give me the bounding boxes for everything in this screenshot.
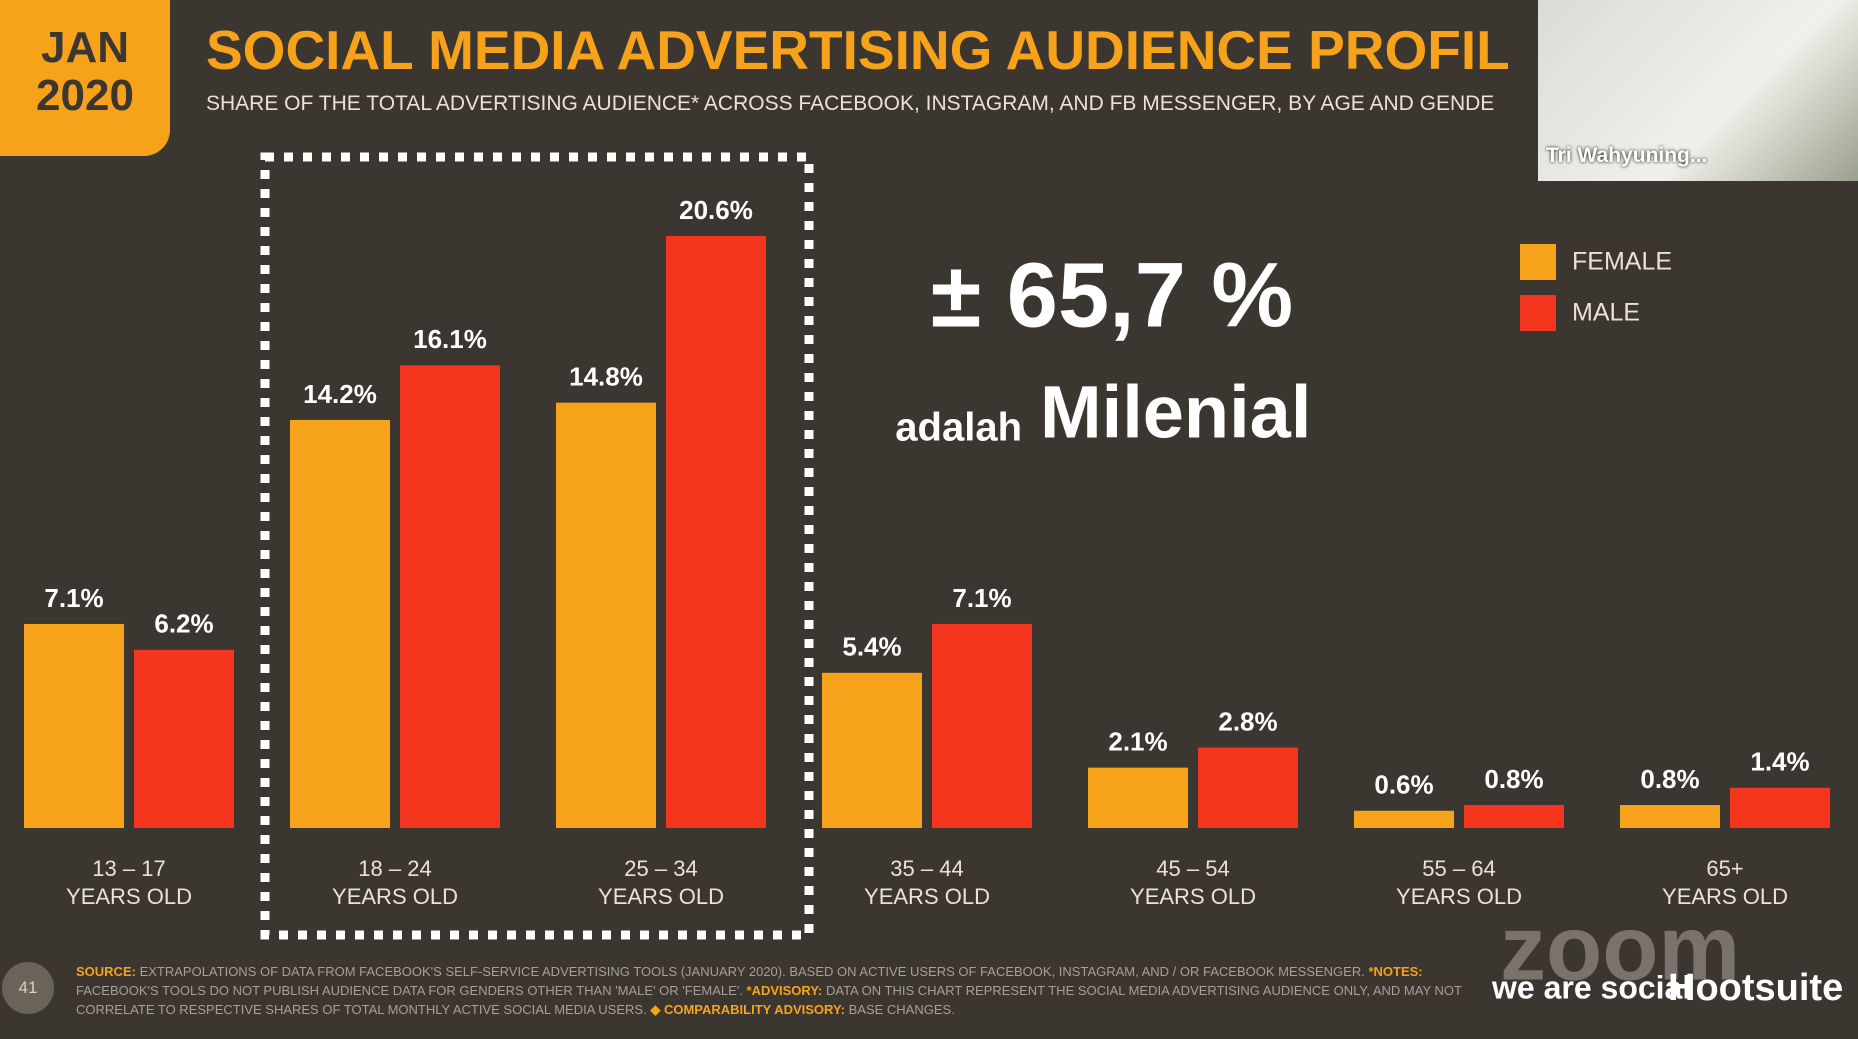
bar	[1464, 805, 1564, 828]
label: *NOTES:	[1368, 964, 1423, 979]
value-label: 6.2%	[154, 609, 213, 639]
legend-label: MALE	[1572, 299, 1640, 327]
x-tick-label: YEARS OLD	[1130, 884, 1256, 909]
text: BASE CHANGES.	[848, 1002, 955, 1017]
participant-name: Tri Wahyuning...	[1546, 144, 1708, 167]
x-tick-label: 65+	[1706, 856, 1743, 881]
text: FACEBOOK'S TOOLS DO NOT PUBLISH AUDIENCE…	[76, 983, 743, 998]
x-tick-label: 13 – 17	[92, 856, 165, 881]
bar	[134, 649, 234, 828]
legend-label: FEMALE	[1572, 248, 1672, 276]
legend-swatch	[1520, 295, 1556, 331]
x-tick-label: YEARS OLD	[1396, 884, 1522, 909]
x-tick-label: 25 – 34	[624, 856, 697, 881]
value-label: 14.8%	[569, 362, 643, 392]
value-label: 0.8%	[1484, 764, 1543, 794]
value-label: 7.1%	[952, 583, 1011, 613]
text: EXTRAPOLATIONS OF DATA FROM FACEBOOK'S S…	[139, 964, 1365, 979]
video-tile	[1538, 0, 1858, 181]
bar	[400, 365, 500, 828]
bar	[290, 419, 390, 828]
annotation: Milenial	[1040, 371, 1311, 454]
logo: we are social	[1491, 969, 1691, 1005]
x-tick-label: YEARS OLD	[66, 884, 192, 909]
text: DATA ON THIS CHART REPRESENT THE SOCIAL …	[76, 983, 1462, 1017]
x-tick-label: YEARS OLD	[332, 884, 458, 909]
date-badge: JAN 2020	[0, 0, 170, 156]
badge-year: 2020	[36, 71, 134, 120]
x-tick-label: YEARS OLD	[864, 884, 990, 909]
value-label: 20.6%	[679, 195, 753, 225]
bar	[666, 236, 766, 828]
footnote: SOURCE: EXTRAPOLATIONS OF DATA FROM FACE…	[76, 962, 1466, 1019]
zoom-watermark: zoom	[1500, 897, 1740, 999]
value-label: 2.1%	[1108, 727, 1167, 757]
bar	[1354, 810, 1454, 828]
legend-swatch	[1520, 244, 1556, 280]
value-label: 7.1%	[44, 583, 103, 613]
x-tick-label: 55 – 64	[1422, 856, 1495, 881]
x-tick-label: YEARS OLD	[598, 884, 724, 909]
x-tick-label: 18 – 24	[358, 856, 431, 881]
value-label: 16.1%	[413, 324, 487, 354]
value-label: 2.8%	[1218, 706, 1277, 736]
x-tick-label: YEARS OLD	[1662, 884, 1788, 909]
title: SOCIAL MEDIA ADVERTISING AUDIENCE PROFIL	[206, 19, 1510, 81]
value-label: 0.6%	[1374, 770, 1433, 800]
badge-month: JAN	[40, 23, 130, 72]
label: SOURCE:	[76, 964, 136, 979]
bar	[932, 623, 1032, 828]
label: *ADVISORY:	[746, 983, 823, 998]
annotation: adalah	[895, 406, 1022, 450]
value-label: 14.2%	[303, 379, 377, 409]
x-tick-label: 45 – 54	[1156, 856, 1229, 881]
bar	[1198, 747, 1298, 828]
value-label: 5.4%	[842, 632, 901, 662]
bar	[556, 402, 656, 828]
value-label: 1.4%	[1750, 747, 1809, 777]
bar	[24, 623, 124, 828]
bar	[1088, 767, 1188, 828]
x-tick-label: 35 – 44	[890, 856, 963, 881]
slide-number: 41	[2, 962, 54, 1014]
subtitle: SHARE OF THE TOTAL ADVERTISING AUDIENCE*…	[206, 92, 1495, 115]
label: ◆ COMPARABILITY ADVISORY:	[650, 1002, 845, 1017]
highlight-box	[260, 152, 814, 940]
value-label: 0.8%	[1640, 764, 1699, 794]
bar	[1620, 805, 1720, 828]
logo: Hootsuite	[1668, 967, 1843, 1009]
bar	[1730, 787, 1830, 828]
bar	[822, 672, 922, 828]
annotation: ± 65,7 %	[931, 244, 1293, 346]
